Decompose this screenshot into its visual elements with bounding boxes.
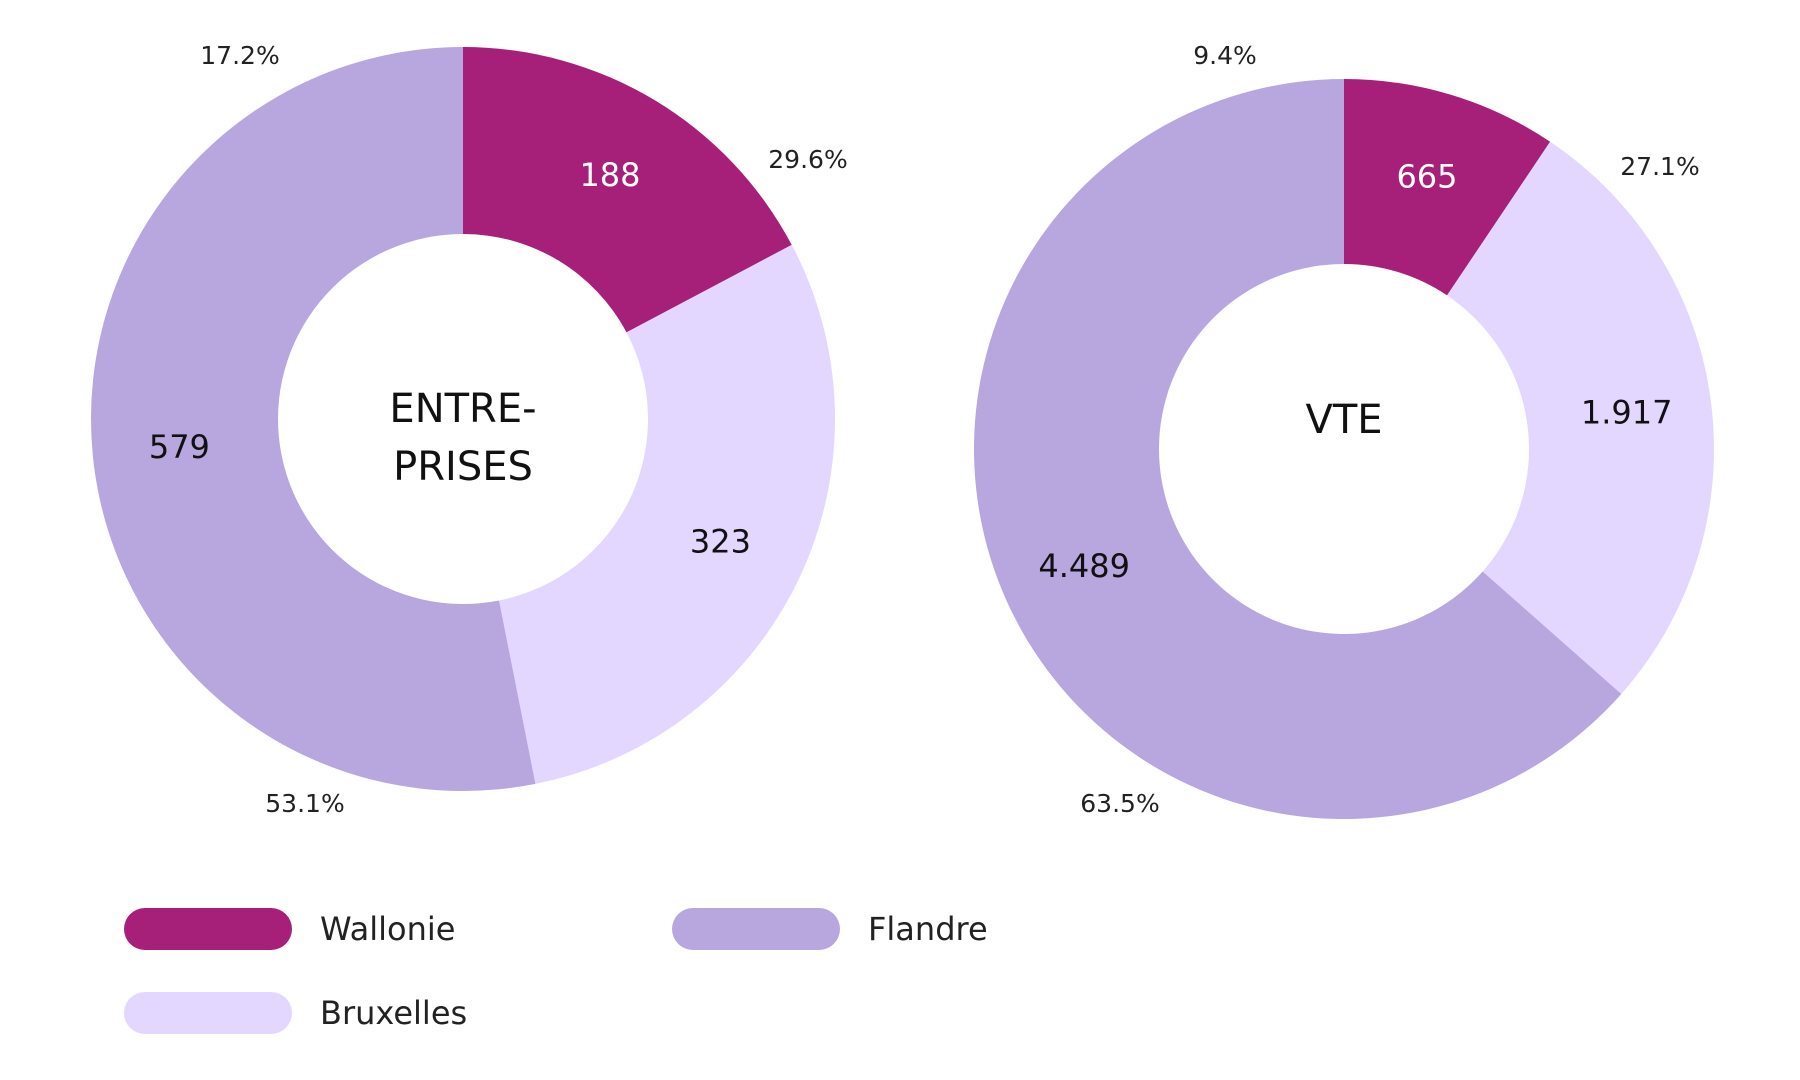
slice-bruxelles — [499, 244, 835, 784]
percent-label-wallonie: 9.4% — [1193, 41, 1257, 70]
value-label-bruxelles: 323 — [690, 522, 751, 560]
percent-label-flandre: 53.1% — [265, 789, 344, 818]
percent-label-flandre: 63.5% — [1080, 789, 1159, 818]
value-label-wallonie: 665 — [1396, 157, 1457, 195]
center-label: VTE — [1305, 397, 1382, 443]
slice-flandre — [973, 79, 1622, 820]
center-label: ENTRE- — [389, 386, 536, 432]
legend: Wallonie Flandre Bruxelles — [124, 908, 988, 1034]
slice-bruxelles — [1447, 141, 1714, 694]
value-label-wallonie: 188 — [579, 156, 640, 194]
percent-label-bruxelles: 27.1% — [1620, 152, 1699, 181]
legend-label-wallonie: Wallonie — [320, 910, 455, 948]
value-label-flandre: 579 — [149, 428, 210, 466]
slice-flandre — [90, 47, 536, 791]
slice-wallonie — [1344, 79, 1551, 296]
percent-label-wallonie: 17.2% — [200, 41, 279, 70]
slice-wallonie — [463, 47, 792, 333]
legend-swatch-bruxelles — [124, 992, 292, 1034]
value-label-flandre: 4.489 — [1038, 547, 1130, 585]
donut-chart-vte: 665 9.4% 1.917 27.1% 4.489 63.5% VTE — [973, 41, 1714, 820]
percent-label-bruxelles: 29.6% — [768, 145, 847, 174]
center-label: PRISES — [393, 444, 533, 490]
legend-label-bruxelles: Bruxelles — [320, 994, 467, 1032]
value-label-bruxelles: 1.917 — [1581, 394, 1673, 432]
legend-label-flandre: Flandre — [868, 910, 988, 948]
legend-swatch-flandre — [672, 908, 840, 950]
legend-swatch-wallonie — [124, 908, 292, 950]
donut-chart-entreprises: 188 17.2% 323 29.6% 579 53.1% ENTRE- PRISES — [90, 41, 848, 818]
